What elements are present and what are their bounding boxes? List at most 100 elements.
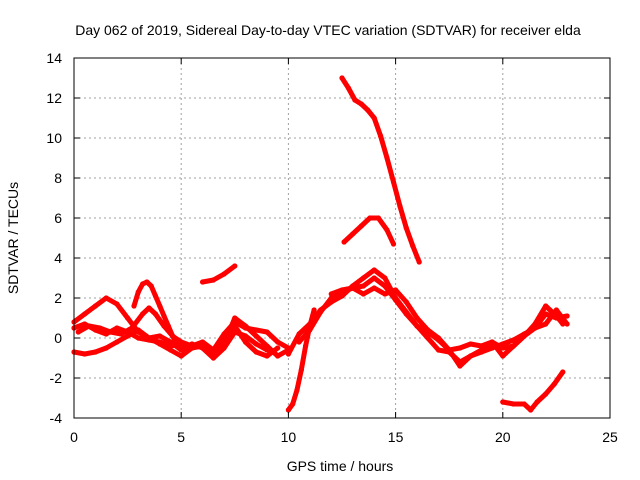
data-point: [103, 345, 109, 351]
data-point: [294, 387, 300, 393]
data-point: [543, 303, 549, 309]
data-point: [500, 399, 506, 405]
data-point: [384, 227, 390, 233]
data-point: [328, 295, 334, 301]
data-point: [551, 381, 557, 387]
data-point: [264, 343, 270, 349]
data-point: [135, 335, 141, 341]
x-axis-label: GPS time / hours: [287, 458, 394, 474]
data-point: [114, 339, 120, 345]
data-point: [253, 349, 259, 355]
data-point: [352, 97, 358, 103]
data-point: [107, 329, 113, 335]
data-point: [543, 391, 549, 397]
data-point: [232, 263, 238, 269]
data-point: [425, 335, 431, 341]
data-point: [397, 203, 403, 209]
series-track-10: [328, 285, 566, 369]
data-point: [285, 407, 291, 413]
y-tick-label: 8: [54, 170, 62, 186]
data-point: [92, 349, 98, 355]
series-track-6: [200, 263, 238, 285]
data-point: [221, 271, 227, 277]
data-point: [75, 329, 81, 335]
data-point: [414, 315, 420, 321]
data-point: [146, 305, 152, 311]
x-tick-label: 15: [388, 429, 404, 445]
data-point: [350, 231, 356, 237]
data-point: [264, 329, 270, 335]
data-point: [510, 337, 517, 343]
tick-labels: 0 5 10 15 20 25 -4 -2 0 2 4 6 8 10 12 14: [46, 50, 618, 445]
data-point: [378, 133, 384, 139]
data-point: [157, 341, 163, 347]
data-point: [275, 339, 281, 345]
data-point: [285, 351, 291, 357]
data-point: [365, 107, 371, 113]
data-point: [543, 321, 549, 327]
series-track-8: [285, 267, 570, 365]
data-point: [253, 333, 259, 339]
data-point: [403, 225, 409, 231]
data-point: [528, 407, 534, 413]
data-point: [360, 275, 366, 281]
data-point: [125, 315, 131, 321]
chart-title: Day 062 of 2019, Sidereal Day-to-day VTE…: [75, 22, 581, 38]
data-point: [345, 85, 351, 91]
data-point: [157, 333, 163, 339]
data-point: [114, 325, 120, 331]
plot-frame: [73, 57, 611, 419]
data-point: [510, 401, 517, 407]
data-point: [371, 115, 377, 121]
data-point: [358, 101, 364, 107]
data-point: [131, 303, 137, 309]
y-tick-label: 12: [46, 90, 62, 106]
data-point: [200, 279, 206, 285]
data-point: [468, 353, 474, 359]
data-point: [564, 321, 570, 327]
data-point: [500, 353, 506, 359]
data-point: [232, 329, 238, 335]
data-point: [303, 343, 309, 349]
data-point: [103, 295, 109, 301]
data-point: [328, 291, 334, 297]
data-point: [534, 399, 540, 405]
y-tick-label: 14: [46, 50, 62, 66]
y-tick-label: -2: [50, 370, 63, 386]
data-point: [174, 341, 180, 347]
y-tick-label: 0: [54, 330, 62, 346]
data-point: [253, 327, 259, 333]
data-point: [178, 347, 184, 353]
x-tick-label: 10: [281, 429, 297, 445]
data-point: [152, 293, 159, 299]
data-point: [560, 369, 566, 375]
data-point: [178, 339, 184, 345]
data-point: [360, 291, 366, 297]
data-point: [167, 347, 174, 353]
y-tick-label: -4: [50, 410, 63, 426]
data-point: [339, 287, 345, 293]
data-point: [92, 303, 98, 309]
x-tick-label: 20: [495, 429, 511, 445]
data-point: [393, 297, 399, 303]
data-point: [135, 329, 141, 335]
data-point: [457, 363, 463, 369]
data-point: [390, 179, 397, 185]
data-point: [140, 281, 146, 287]
data-point: [170, 333, 176, 339]
data-point: [393, 287, 399, 293]
data-point: [564, 313, 570, 319]
data-point: [298, 367, 304, 373]
data-point: [167, 339, 174, 345]
data-point: [200, 341, 206, 347]
data-point: [296, 331, 302, 337]
data-point: [435, 347, 442, 353]
data-point: [414, 323, 420, 329]
data-point: [500, 345, 506, 351]
y-tick-label: 2: [54, 290, 62, 306]
data-point: [114, 301, 120, 307]
x-tick-label: 5: [177, 429, 185, 445]
data-point: [178, 353, 184, 359]
data-point: [446, 347, 452, 353]
data-point: [425, 327, 431, 333]
